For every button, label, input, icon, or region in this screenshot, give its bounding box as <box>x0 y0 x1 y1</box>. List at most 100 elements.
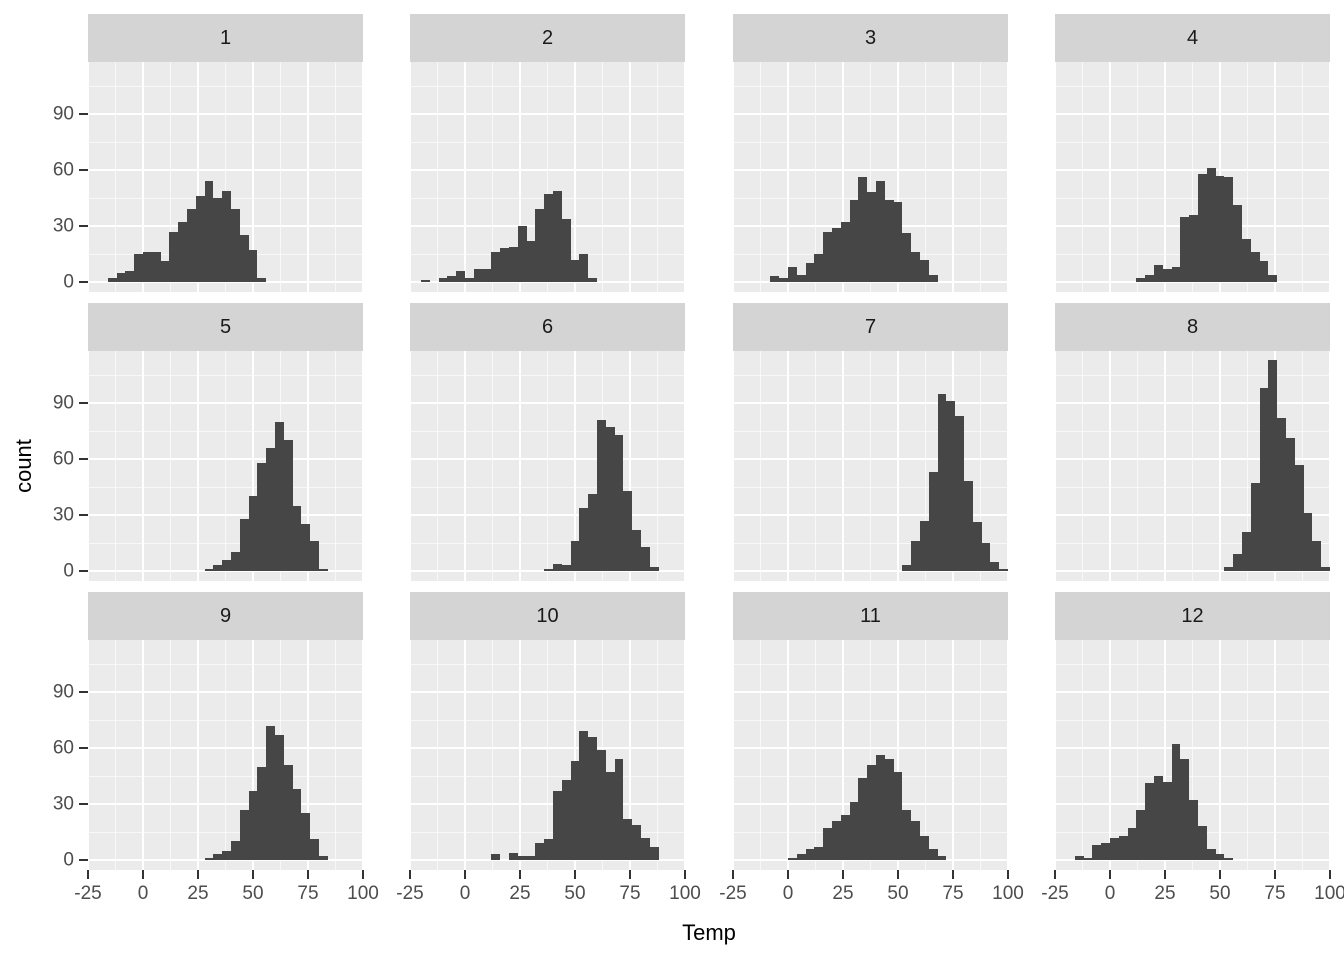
histogram-bar <box>222 850 231 860</box>
gridline-minor-x <box>280 62 281 292</box>
gridline-major-x <box>1219 640 1221 870</box>
facet-strip: 7 <box>733 303 1008 351</box>
gridline-minor-y <box>733 141 1008 143</box>
gridline-major-x <box>142 351 144 581</box>
gridline-minor-x <box>225 640 226 870</box>
gridline-minor-y <box>410 374 685 376</box>
gridline-major-y <box>88 402 363 404</box>
x-axis-tick <box>574 870 576 879</box>
histogram-bar <box>928 274 938 282</box>
histogram-bar <box>1321 567 1330 571</box>
histogram-bar <box>964 481 973 571</box>
x-axis-tick-label: 25 <box>509 883 531 904</box>
facet-strip: 5 <box>88 303 363 351</box>
y-axis-tick-label: 0 <box>63 271 74 293</box>
gridline-major-y <box>733 691 1008 693</box>
gridline-minor-y <box>1055 430 1330 432</box>
gridline-major-x <box>574 640 576 870</box>
histogram-bar <box>1259 388 1269 571</box>
histogram-bar <box>770 276 780 282</box>
gridline-major-y <box>88 691 363 693</box>
y-axis-tick-label: 30 <box>52 793 74 815</box>
histogram-bar <box>649 567 659 571</box>
gridline-major-y <box>1055 402 1330 404</box>
gridline-minor-y <box>410 719 685 721</box>
facet-panel <box>410 62 685 292</box>
histogram-bar <box>1303 513 1313 571</box>
histogram-bar <box>928 848 938 860</box>
histogram-bar <box>204 569 214 571</box>
gridline-minor-x <box>1302 640 1303 870</box>
histogram-bar <box>544 569 553 571</box>
histogram-bar <box>535 843 545 860</box>
gridline-major-x <box>952 640 954 870</box>
facet-strip-label: 3 <box>864 26 877 49</box>
histogram-bar <box>1110 837 1119 860</box>
gridline-minor-x <box>547 640 548 870</box>
gridline-minor-x <box>335 640 336 870</box>
histogram-bar <box>500 248 509 282</box>
gridline-major-x <box>362 640 363 870</box>
histogram-bar <box>796 854 806 860</box>
histogram-bar <box>902 809 912 860</box>
gridline-minor-y <box>88 85 363 87</box>
y-axis-tick-label: 60 <box>52 737 74 759</box>
y-axis-tick-label: 60 <box>52 159 74 181</box>
facet-strip: 12 <box>1055 592 1330 640</box>
gridline-minor-x <box>1082 62 1083 292</box>
histogram-bar <box>1242 531 1251 571</box>
gridline-minor-x <box>657 640 658 870</box>
gridline-major-y <box>1055 113 1330 115</box>
x-axis-tick-label: 100 <box>1314 883 1344 904</box>
gridline-minor-x <box>870 640 871 870</box>
histogram-bar <box>955 416 964 571</box>
histogram-bar <box>588 736 597 860</box>
x-axis-tick-label: 100 <box>669 883 701 904</box>
x-axis-tick-label: 75 <box>1264 883 1286 904</box>
x-axis-tick <box>409 870 411 879</box>
histogram-bar <box>1136 278 1146 282</box>
histogram-bar <box>1198 173 1207 282</box>
histogram-bar <box>858 177 868 282</box>
gridline-major-y <box>733 570 1008 572</box>
gridline-major-x <box>88 62 89 292</box>
gridline-major-x <box>88 640 89 870</box>
gridline-major-x <box>464 351 466 581</box>
histogram-bar <box>1224 177 1234 282</box>
histogram-bar <box>641 837 650 860</box>
gridline-major-y <box>733 747 1008 749</box>
histogram-bar <box>151 252 161 282</box>
gridline-major-x <box>787 640 789 870</box>
x-axis-tick <box>842 870 844 879</box>
gridline-major-y <box>1055 691 1330 693</box>
histogram-bar <box>796 274 806 282</box>
histogram-bar <box>1189 214 1198 282</box>
x-axis-tick-label: 100 <box>347 883 379 904</box>
histogram-bar <box>632 824 641 860</box>
histogram-bar <box>972 522 982 571</box>
gridline-minor-x <box>547 62 548 292</box>
gridline-minor-y <box>410 486 685 488</box>
histogram-bar <box>266 447 275 571</box>
gridline-minor-y <box>733 663 1008 665</box>
histogram-bar <box>1198 826 1207 860</box>
facet-strip-label: 2 <box>541 26 554 49</box>
histogram-bar <box>1092 845 1102 860</box>
histogram-bar <box>876 181 885 282</box>
histogram-bar <box>1189 800 1198 860</box>
histogram-bar <box>884 199 894 282</box>
gridline-minor-x <box>492 640 493 870</box>
facet-strip-label: 9 <box>219 604 232 627</box>
histogram-bar <box>1101 843 1110 860</box>
histogram-bar <box>125 270 135 282</box>
histogram-bar <box>1206 168 1216 282</box>
gridline-minor-x <box>492 351 493 581</box>
gridline-minor-x <box>170 640 171 870</box>
gridline-major-y <box>410 859 685 861</box>
gridline-major-x <box>684 62 685 292</box>
gridline-major-x <box>307 640 309 870</box>
histogram-bar <box>239 809 249 860</box>
gridline-major-x <box>197 351 199 581</box>
histogram-bar <box>301 813 311 860</box>
histogram-bar <box>257 766 267 860</box>
